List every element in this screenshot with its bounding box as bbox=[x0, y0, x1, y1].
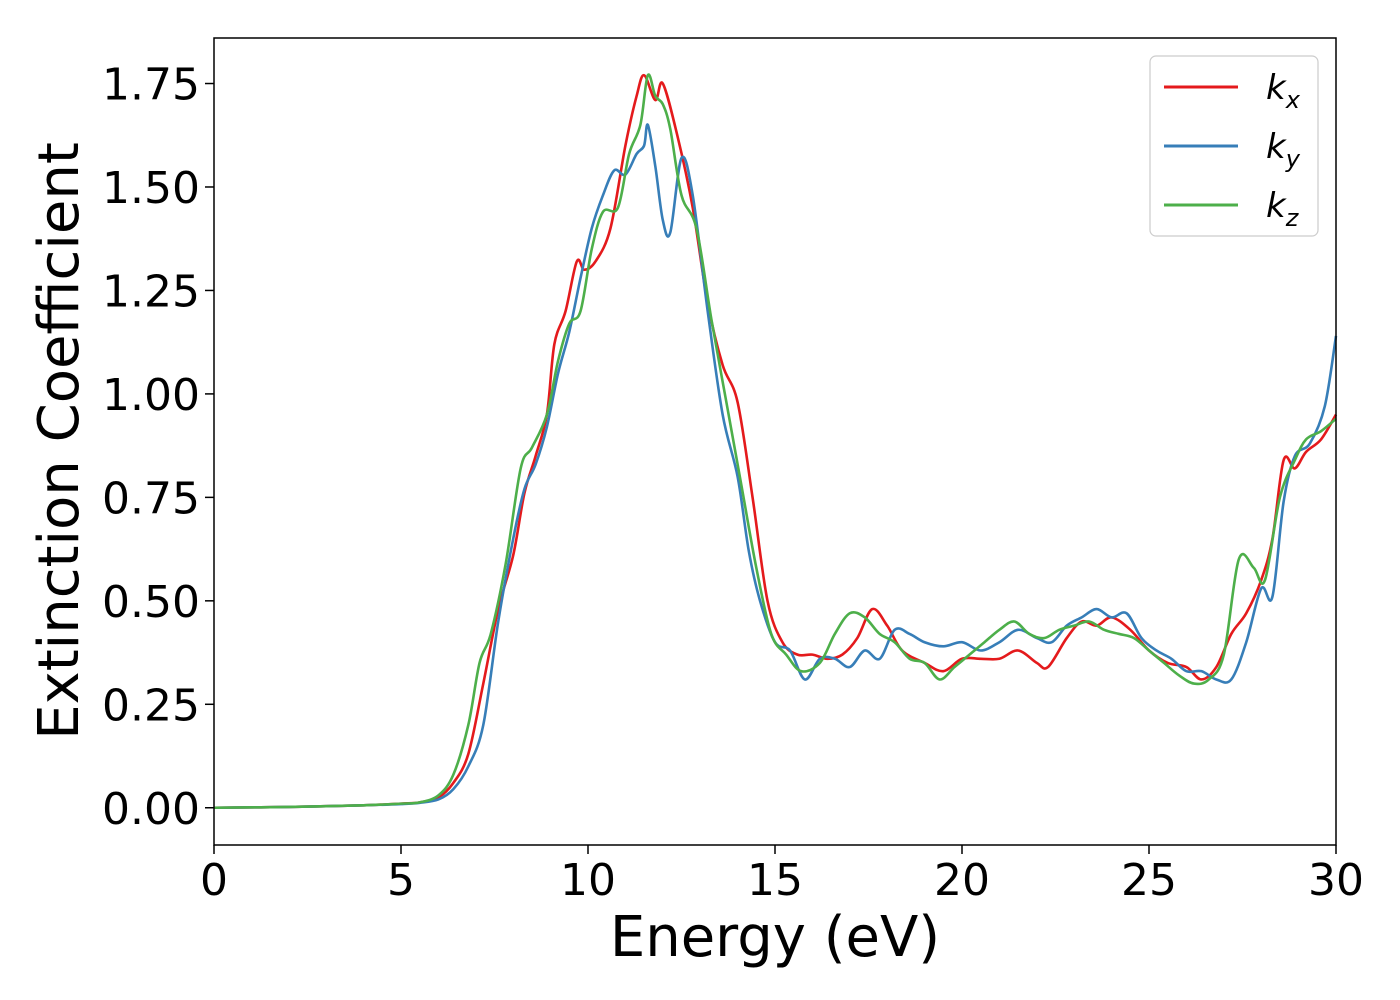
y-tick-label: 1.00 bbox=[102, 370, 200, 421]
x-tick-label: 0 bbox=[200, 855, 228, 906]
x-tick-label: 10 bbox=[560, 855, 616, 906]
y-axis: 0.00 0.25 0.50 0.75 1.00 1.25 1.50 1.75 bbox=[102, 60, 214, 835]
x-axis-label: Energy (eV) bbox=[610, 905, 940, 970]
y-tick-label: 0.50 bbox=[102, 577, 200, 628]
y-tick-label: 1.25 bbox=[102, 266, 200, 317]
series-line-k-z bbox=[213, 73, 1337, 810]
x-tick-label: 25 bbox=[1121, 855, 1177, 906]
legend-label-subscript: y bbox=[1285, 145, 1301, 173]
legend-label-subscript: z bbox=[1285, 204, 1300, 232]
series-layer bbox=[213, 73, 1338, 810]
y-tick-label: 0.25 bbox=[102, 680, 200, 731]
x-tick-label: 30 bbox=[1308, 855, 1364, 906]
legend-label: ky bbox=[1266, 127, 1301, 173]
x-tick-label: 5 bbox=[387, 855, 415, 906]
y-axis-label: Extinction Coefficient bbox=[27, 142, 92, 740]
series-line-k-y bbox=[213, 123, 1338, 810]
x-axis: 0 5 10 15 20 25 30 bbox=[200, 845, 1364, 906]
legend-label: kx bbox=[1266, 68, 1301, 114]
legend-label-subscript: x bbox=[1285, 86, 1301, 114]
legend-label: kz bbox=[1266, 186, 1300, 232]
y-tick-label: 0.00 bbox=[102, 784, 200, 835]
legend-label-base: k bbox=[1266, 68, 1287, 108]
x-tick-label: 20 bbox=[934, 855, 990, 906]
y-tick-label: 1.75 bbox=[102, 60, 200, 111]
legend-label-base: k bbox=[1266, 186, 1287, 226]
legend-label-base: k bbox=[1266, 127, 1287, 167]
x-tick-label: 15 bbox=[747, 855, 803, 906]
plot-area bbox=[214, 38, 1336, 845]
y-tick-label: 0.75 bbox=[102, 473, 200, 524]
y-tick-label: 1.50 bbox=[102, 163, 200, 214]
